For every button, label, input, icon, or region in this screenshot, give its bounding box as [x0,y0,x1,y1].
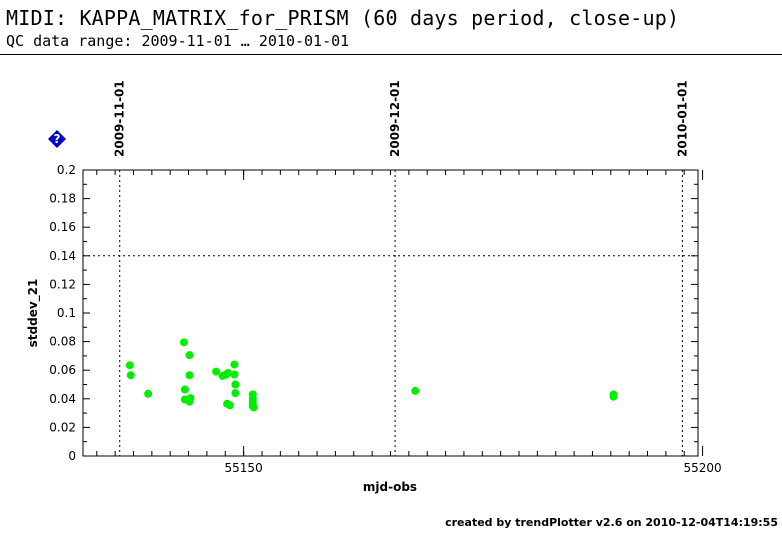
y-tick-label: 0.16 [49,220,76,234]
data-point [180,385,189,394]
data-range-subtitle: QC data range: 2009-11-01 … 2010-01-01 [6,32,350,50]
data-point [224,369,233,378]
data-point [225,401,234,410]
title-divider [0,54,782,55]
data-point [231,380,240,389]
y-tick-label: 0.2 [57,163,76,177]
y-tick-label: 0.12 [49,277,76,291]
plot-frame [82,169,699,457]
data-point [230,360,239,369]
x-tick-label: 55200 [683,461,721,475]
data-point [179,338,188,347]
data-point [230,370,239,379]
data-points [125,338,618,412]
y-axis-ticks: 0 0.02 0.04 0.06 0.08 0.1 0.12 0.14 0.16 0.18 0.2 [49,163,698,463]
date-marker-label: 2009-12-01 [388,80,402,157]
data-point [248,401,257,410]
y-tick-label: 0.14 [49,249,76,263]
data-point [185,351,194,360]
x-axis-label: mjd-obs [363,480,417,494]
date-markers: 2009-11-01 2009-12-01 2010-01-01 [113,80,689,456]
y-tick-label: 0.02 [49,420,76,434]
plot-border [82,169,699,457]
y-tick-label: 0.04 [49,392,76,406]
x-tick-label: 55150 [225,461,263,475]
data-point [609,392,618,401]
data-point [231,389,240,398]
help-icon-diamond [48,130,66,148]
data-point [125,361,134,370]
page-title: MIDI: KAPPA_MATRIX_for_PRISM (60 days pe… [6,6,680,30]
y-tick-label: 0.08 [49,335,76,349]
y-tick-label: 0.1 [57,306,76,320]
x-axis-ticks: 55150 55200 [96,170,722,475]
y-axis-label: stddev_21 [26,279,41,348]
y-tick-label: 0.18 [49,192,76,206]
data-point [126,371,135,380]
help-icon[interactable]: ? [48,130,66,148]
y-tick-label: 0 [68,449,76,463]
help-icon-glyph: ? [54,132,61,146]
data-point [185,397,194,406]
data-point [185,371,194,380]
data-point [144,389,153,398]
date-marker-label: 2010-01-01 [675,80,689,157]
data-point [411,386,420,395]
footer-credit: created by trendPlotter v2.6 on 2010-12-… [445,516,778,529]
data-point [212,367,221,376]
y-tick-label: 0.06 [49,363,76,377]
date-marker-label: 2009-11-01 [113,80,127,157]
